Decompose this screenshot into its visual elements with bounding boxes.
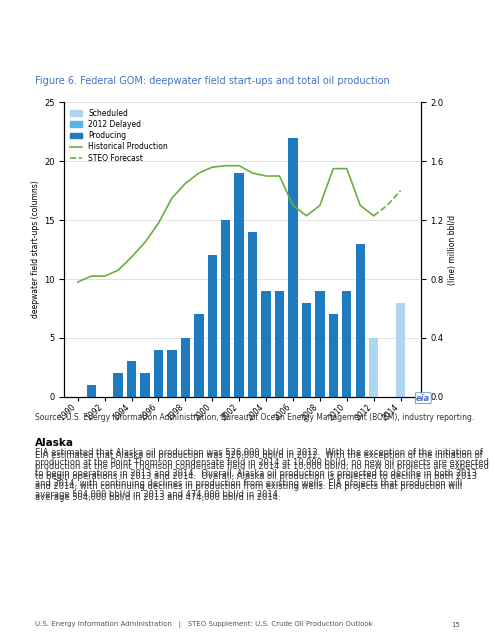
Text: U.S. Energy Information Administration   |   STEO Supplement: U.S. Crude Oil Pro: U.S. Energy Information Administration |…: [35, 621, 372, 628]
Bar: [221, 220, 231, 397]
Historical Production: [236, 162, 242, 170]
Bar: [396, 303, 405, 397]
Y-axis label: (line) million bbl/d: (line) million bbl/d: [448, 214, 457, 285]
Historical Production: [183, 179, 189, 187]
Historical Production: [102, 272, 108, 280]
Text: EIA estimated that Alaska oil production was 526,000 bbl/d in 2012.  With the ex: EIA estimated that Alaska oil production…: [35, 448, 489, 499]
Line: STEO Forecast: STEO Forecast: [374, 191, 400, 216]
Line: Historical Production: Historical Production: [78, 166, 374, 282]
Bar: [248, 232, 257, 397]
Historical Production: [155, 220, 161, 227]
Text: Figure 6. Federal GOM: deepwater field start-ups and total oil production: Figure 6. Federal GOM: deepwater field s…: [35, 76, 390, 86]
Historical Production: [142, 238, 148, 246]
Text: 15: 15: [451, 623, 460, 628]
Bar: [87, 385, 96, 397]
Bar: [207, 255, 217, 397]
Historical Production: [330, 164, 336, 172]
Legend: Scheduled, 2012 Delayed, Producing, Historical Production, STEO Forecast: Scheduled, 2012 Delayed, Producing, Hist…: [68, 106, 170, 165]
Historical Production: [371, 212, 377, 220]
Bar: [275, 291, 284, 397]
Historical Production: [115, 266, 121, 274]
Bar: [113, 373, 123, 397]
Text: EIA estimated that Alaska oil production was 526,000 bbl/d in 2012.  With the ex: EIA estimated that Alaska oil production…: [35, 451, 489, 502]
Historical Production: [75, 278, 81, 286]
Bar: [288, 138, 297, 397]
Bar: [369, 338, 378, 397]
Bar: [342, 291, 351, 397]
Historical Production: [209, 163, 215, 171]
Bar: [154, 349, 163, 397]
Text: Alaska: Alaska: [35, 438, 74, 449]
Historical Production: [249, 169, 255, 177]
Bar: [194, 314, 203, 397]
Bar: [181, 338, 190, 397]
Historical Production: [277, 172, 283, 180]
Bar: [329, 314, 338, 397]
Historical Production: [129, 253, 135, 261]
Historical Production: [317, 202, 323, 209]
Historical Production: [303, 212, 309, 220]
Text: Source: U.S. Energy Information Administration, Bureau of Ocean Energy Managemen: Source: U.S. Energy Information Administ…: [35, 413, 474, 422]
Bar: [261, 291, 271, 397]
Historical Production: [357, 202, 363, 209]
Y-axis label: deepwater field start-ups (columns): deepwater field start-ups (columns): [31, 180, 40, 319]
Historical Production: [196, 169, 202, 177]
Historical Production: [88, 272, 94, 280]
Text: eia: eia: [416, 394, 430, 403]
Bar: [315, 291, 325, 397]
Historical Production: [290, 202, 296, 209]
Bar: [355, 244, 365, 397]
Bar: [167, 349, 177, 397]
Bar: [302, 303, 311, 397]
Bar: [141, 373, 150, 397]
STEO Forecast: [384, 202, 390, 209]
Historical Production: [169, 194, 175, 202]
Historical Production: [344, 164, 350, 172]
STEO Forecast: [371, 212, 377, 220]
Bar: [127, 362, 136, 397]
Bar: [235, 173, 244, 397]
Historical Production: [223, 162, 229, 170]
Historical Production: [263, 172, 269, 180]
STEO Forecast: [397, 187, 403, 195]
